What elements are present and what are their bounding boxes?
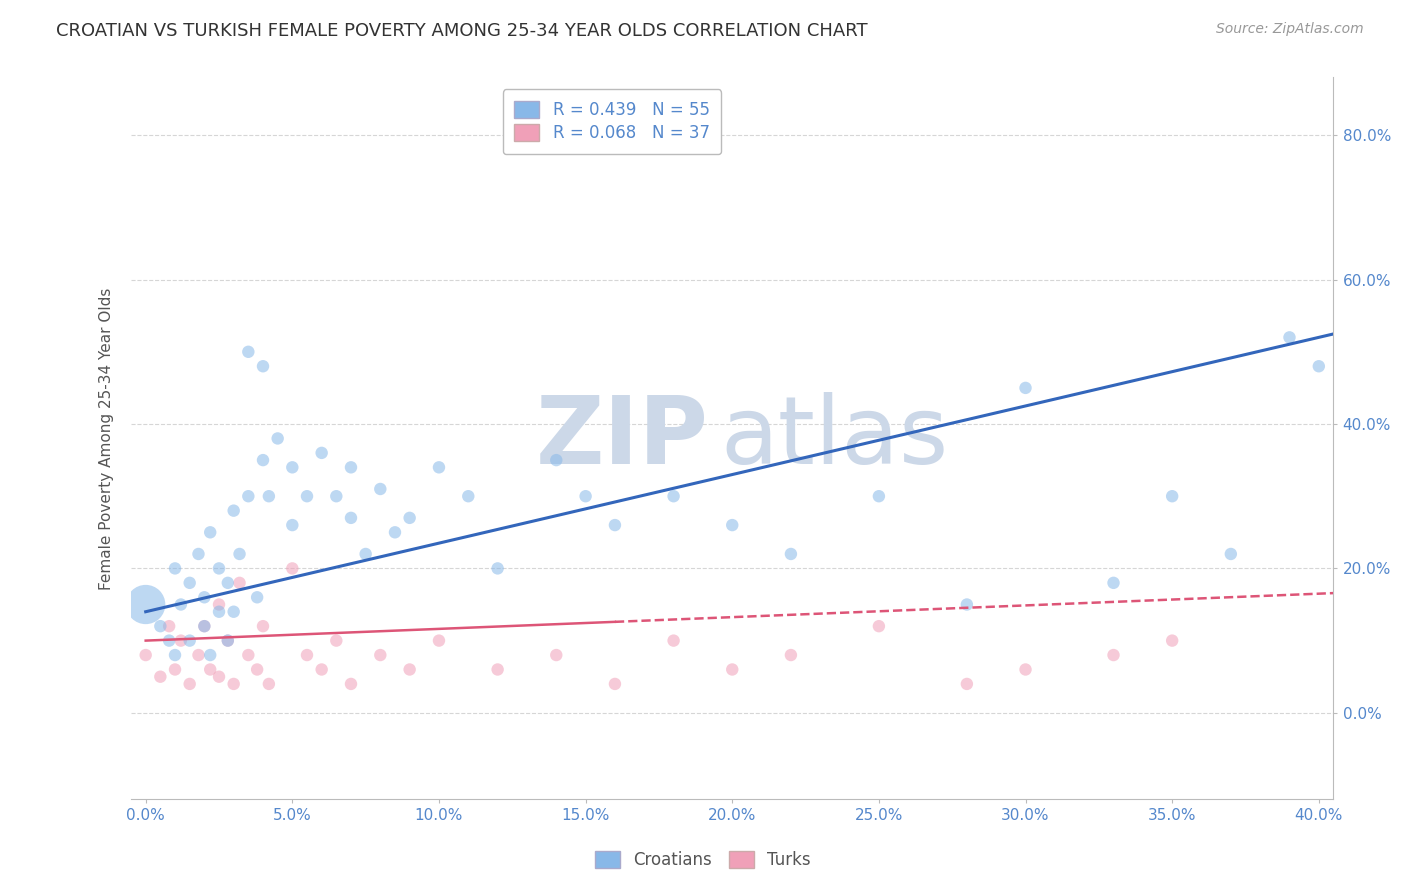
Point — [149, 670, 172, 684]
Point — [868, 489, 890, 503]
Point — [662, 633, 685, 648]
Point — [354, 547, 377, 561]
Point — [427, 633, 450, 648]
Point — [780, 648, 803, 662]
Text: Source: ZipAtlas.com: Source: ZipAtlas.com — [1216, 22, 1364, 37]
Point — [603, 518, 626, 533]
Point — [281, 460, 304, 475]
Point — [384, 525, 406, 540]
Point — [486, 663, 509, 677]
Point — [252, 453, 274, 467]
Point — [135, 648, 157, 662]
Point — [208, 598, 231, 612]
Point — [956, 677, 979, 691]
Point — [281, 561, 304, 575]
Point — [157, 619, 180, 633]
Point — [1102, 575, 1125, 590]
Point — [238, 344, 260, 359]
Point — [1161, 489, 1184, 503]
Point — [222, 503, 245, 517]
Text: atlas: atlas — [720, 392, 949, 484]
Point — [170, 633, 193, 648]
Y-axis label: Female Poverty Among 25-34 Year Olds: Female Poverty Among 25-34 Year Olds — [100, 287, 114, 590]
Point — [208, 561, 231, 575]
Point — [217, 575, 239, 590]
Point — [228, 547, 250, 561]
Point — [575, 489, 598, 503]
Point — [170, 598, 193, 612]
Legend: Croatians, Turks: Croatians, Turks — [585, 841, 821, 880]
Point — [398, 511, 420, 525]
Point — [721, 663, 744, 677]
Point — [368, 482, 391, 496]
Point — [546, 453, 568, 467]
Legend: R = 0.439   N = 55, R = 0.068   N = 37: R = 0.439 N = 55, R = 0.068 N = 37 — [503, 89, 721, 154]
Point — [427, 460, 450, 475]
Point — [325, 489, 347, 503]
Point — [157, 633, 180, 648]
Point — [780, 547, 803, 561]
Point — [193, 619, 215, 633]
Point — [662, 489, 685, 503]
Point — [340, 460, 363, 475]
Point — [179, 633, 201, 648]
Point — [193, 619, 215, 633]
Point — [721, 518, 744, 533]
Point — [238, 648, 260, 662]
Point — [217, 633, 239, 648]
Point — [179, 575, 201, 590]
Point — [246, 663, 269, 677]
Point — [1278, 330, 1301, 344]
Point — [340, 677, 363, 691]
Point — [368, 648, 391, 662]
Point — [603, 677, 626, 691]
Point — [163, 561, 186, 575]
Point — [1014, 663, 1036, 677]
Point — [187, 648, 209, 662]
Point — [246, 591, 269, 605]
Point — [257, 489, 280, 503]
Point — [398, 663, 420, 677]
Point — [200, 648, 222, 662]
Point — [193, 591, 215, 605]
Point — [311, 663, 333, 677]
Point — [228, 575, 250, 590]
Point — [457, 489, 479, 503]
Point — [546, 648, 568, 662]
Point — [179, 677, 201, 691]
Text: CROATIAN VS TURKISH FEMALE POVERTY AMONG 25-34 YEAR OLDS CORRELATION CHART: CROATIAN VS TURKISH FEMALE POVERTY AMONG… — [56, 22, 868, 40]
Point — [281, 518, 304, 533]
Point — [340, 511, 363, 525]
Point — [252, 619, 274, 633]
Point — [295, 648, 318, 662]
Point — [208, 605, 231, 619]
Point — [200, 663, 222, 677]
Point — [222, 677, 245, 691]
Point — [222, 605, 245, 619]
Point — [149, 619, 172, 633]
Point — [295, 489, 318, 503]
Point — [486, 561, 509, 575]
Point — [163, 663, 186, 677]
Point — [1161, 633, 1184, 648]
Point — [956, 598, 979, 612]
Point — [1014, 381, 1036, 395]
Point — [1102, 648, 1125, 662]
Point — [163, 648, 186, 662]
Point — [325, 633, 347, 648]
Point — [208, 670, 231, 684]
Point — [311, 446, 333, 460]
Point — [238, 489, 260, 503]
Point — [217, 633, 239, 648]
Text: ZIP: ZIP — [536, 392, 709, 484]
Point — [252, 359, 274, 374]
Point — [266, 432, 288, 446]
Point — [187, 547, 209, 561]
Point — [1219, 547, 1241, 561]
Point — [1308, 359, 1330, 374]
Point — [135, 598, 157, 612]
Point — [257, 677, 280, 691]
Point — [868, 619, 890, 633]
Point — [200, 525, 222, 540]
